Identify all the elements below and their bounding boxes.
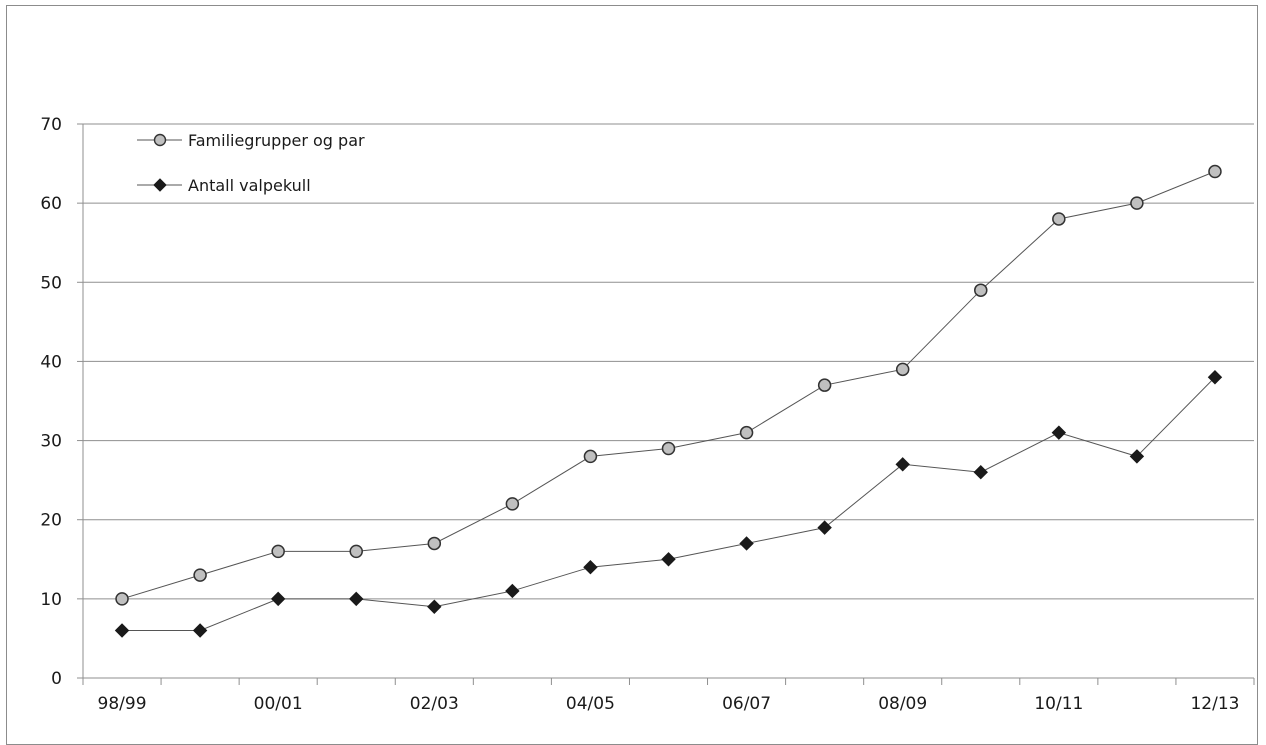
legend-label: Familiegrupper og par	[188, 131, 365, 150]
x-tick-label: 12/13	[1190, 694, 1239, 714]
data-point	[270, 591, 286, 607]
x-tick-label: 02/03	[410, 694, 459, 714]
x-tick-label: 00/01	[254, 694, 303, 714]
legend-label: Antall valpekull	[188, 176, 311, 195]
data-point	[349, 544, 363, 559]
y-tick-label: 10	[40, 590, 62, 610]
series	[114, 164, 1223, 638]
y-tick-label: 30	[40, 432, 62, 452]
data-point	[895, 457, 910, 472]
y-tick-label: 60	[40, 194, 62, 214]
axes: 0 10 20 30 40 50 60 70 98/99 00/01 02/03 04/05 06/07…	[40, 115, 1255, 714]
data-point	[349, 591, 364, 607]
data-point	[583, 449, 598, 464]
y-tick-label: 0	[51, 669, 62, 689]
data-point	[1207, 370, 1223, 385]
data-point	[1052, 212, 1066, 226]
data-point	[661, 441, 676, 456]
data-point	[1129, 449, 1145, 464]
data-point	[1051, 425, 1067, 440]
data-point	[427, 599, 442, 614]
data-point	[114, 623, 130, 638]
series-2	[114, 370, 1223, 638]
data-point	[739, 536, 754, 551]
legend-marker-circle	[153, 133, 167, 147]
x-tick-label: 04/05	[566, 694, 615, 714]
data-point	[505, 497, 520, 511]
data-point	[974, 283, 988, 297]
data-point	[817, 520, 832, 535]
y-tick-label: 40	[40, 352, 62, 372]
y-tick-label: 50	[40, 273, 62, 293]
data-point	[895, 362, 910, 377]
series-line	[121, 171, 1216, 600]
y-tick-label: 70	[40, 115, 62, 135]
data-point	[115, 592, 129, 606]
series-1	[115, 164, 1222, 606]
series-line	[122, 376, 1216, 632]
x-tick-label: 08/09	[878, 694, 927, 714]
legend-item-valpekull: Antall valpekull	[137, 176, 311, 195]
data-point	[505, 583, 520, 599]
data-point	[192, 623, 208, 638]
data-point	[817, 378, 832, 392]
data-point	[193, 568, 207, 582]
data-point	[739, 425, 754, 440]
gridlines	[83, 123, 1254, 600]
legend: Familiegrupper og par Antall valpekull	[137, 131, 365, 195]
x-tick-label: 98/99	[98, 694, 147, 714]
data-point	[973, 465, 988, 480]
data-point	[583, 559, 598, 575]
data-point	[1130, 196, 1144, 210]
data-point	[271, 544, 285, 559]
data-point	[1208, 164, 1222, 179]
legend-item-familiegrupper: Familiegrupper og par	[137, 131, 365, 150]
legend-marker-diamond	[153, 178, 167, 192]
data-point	[427, 536, 442, 551]
y-tick-label: 20	[40, 511, 62, 531]
chart-frame	[6, 5, 1258, 745]
x-tick-label: 10/11	[1034, 694, 1083, 714]
x-tick-label: 06/07	[722, 694, 771, 714]
data-point	[661, 552, 676, 567]
